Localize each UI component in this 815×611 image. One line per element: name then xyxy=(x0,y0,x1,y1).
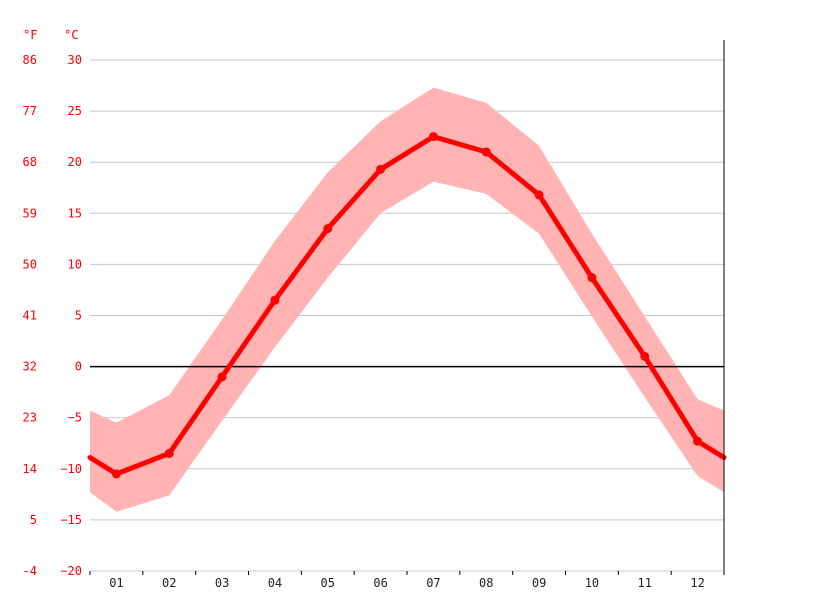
average-temperature-series xyxy=(87,132,727,479)
celsius-unit-label: °C xyxy=(64,28,78,42)
average-point xyxy=(640,351,650,361)
average-point xyxy=(270,295,280,305)
month-label: 08 xyxy=(479,576,493,590)
fahrenheit-tick-label: 5 xyxy=(30,513,37,527)
celsius-tick-label: 5 xyxy=(75,309,82,323)
month-label: 11 xyxy=(638,576,652,590)
celsius-tick-label: 20 xyxy=(68,155,82,169)
fahrenheit-tick-label: -4 xyxy=(23,564,37,578)
fahrenheit-tick-label: 14 xyxy=(23,462,37,476)
average-point xyxy=(428,132,438,142)
celsius-tick-label: 15 xyxy=(68,206,82,220)
average-point xyxy=(587,273,597,283)
average-point xyxy=(323,224,333,234)
month-label: 10 xyxy=(585,576,599,590)
fahrenheit-unit-label: °F xyxy=(23,28,37,42)
fahrenheit-tick-label: 32 xyxy=(23,360,37,374)
average-point xyxy=(164,448,174,458)
axis-labels: °F °C 30862577206815591050541032−523−101… xyxy=(23,28,705,590)
celsius-tick-label: −15 xyxy=(60,513,82,527)
month-label: 12 xyxy=(690,576,704,590)
month-label: 04 xyxy=(268,576,282,590)
average-point xyxy=(376,164,386,174)
celsius-tick-label: 30 xyxy=(68,53,82,67)
fahrenheit-tick-label: 41 xyxy=(23,309,37,323)
month-label: 02 xyxy=(162,576,176,590)
average-line xyxy=(87,134,727,477)
month-label: 03 xyxy=(215,576,229,590)
celsius-tick-label: −5 xyxy=(68,411,82,425)
axes xyxy=(89,40,725,575)
celsius-tick-label: −20 xyxy=(60,564,82,578)
fahrenheit-tick-label: 50 xyxy=(23,257,37,271)
fahrenheit-tick-label: 68 xyxy=(23,155,37,169)
month-label: 06 xyxy=(373,576,387,590)
average-point xyxy=(534,190,544,200)
celsius-tick-label: 25 xyxy=(68,104,82,118)
month-label: 07 xyxy=(426,576,440,590)
fahrenheit-tick-label: 59 xyxy=(23,206,37,220)
fahrenheit-tick-label: 86 xyxy=(23,53,37,67)
celsius-tick-label: 0 xyxy=(75,360,82,374)
average-point xyxy=(481,147,491,157)
fahrenheit-tick-label: 77 xyxy=(23,104,37,118)
min-max-band xyxy=(90,87,724,512)
temperature-range-band xyxy=(90,87,724,512)
month-label: 09 xyxy=(532,576,546,590)
average-point xyxy=(693,436,703,446)
average-point xyxy=(217,372,227,382)
celsius-tick-label: −10 xyxy=(60,462,82,476)
average-point xyxy=(111,469,121,479)
fahrenheit-tick-label: 23 xyxy=(23,411,37,425)
month-label: 05 xyxy=(321,576,335,590)
celsius-tick-label: 10 xyxy=(68,257,82,271)
month-label: 01 xyxy=(109,576,123,590)
